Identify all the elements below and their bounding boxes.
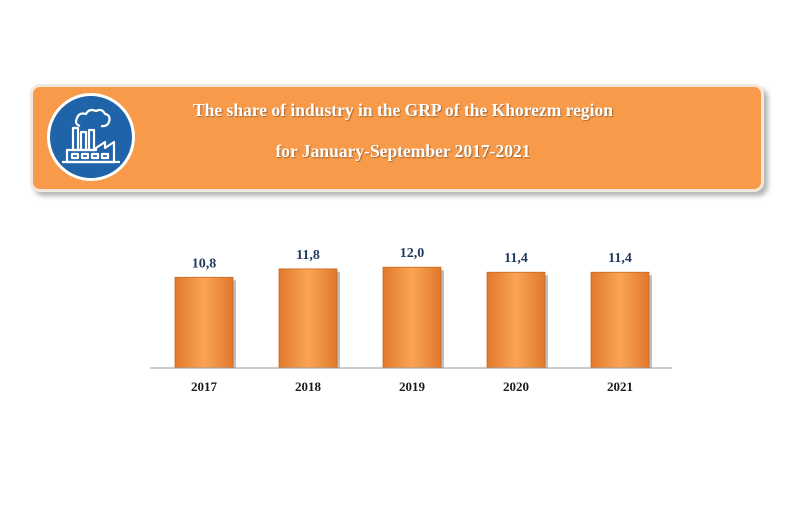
chart-title-line1: The share of industry in the GRP of the … [193, 100, 613, 120]
bar-2020 [486, 271, 546, 369]
data-label-2021: 11,4 [608, 251, 632, 266]
data-label-2019: 12,0 [400, 246, 425, 261]
title-banner: The share of industry in the GRP of the … [30, 84, 764, 192]
chart-title-line2: for January-September 2017-2021 [275, 141, 531, 161]
x-tick-2020: 2020 [503, 379, 529, 394]
data-label-2018: 11,8 [296, 248, 320, 263]
data-label-2020: 11,4 [504, 251, 528, 266]
x-tick-2019: 2019 [399, 379, 426, 394]
bar-2019 [382, 266, 442, 369]
x-tick-2018: 2018 [295, 379, 322, 394]
x-tick-2017: 2017 [191, 379, 218, 394]
factory-icon [47, 93, 135, 181]
bar-2018 [278, 268, 338, 369]
bar-2021 [590, 271, 650, 369]
data-label-2017: 10,8 [192, 256, 217, 271]
x-tick-2021: 2021 [607, 379, 633, 394]
bar-2017 [174, 276, 234, 369]
